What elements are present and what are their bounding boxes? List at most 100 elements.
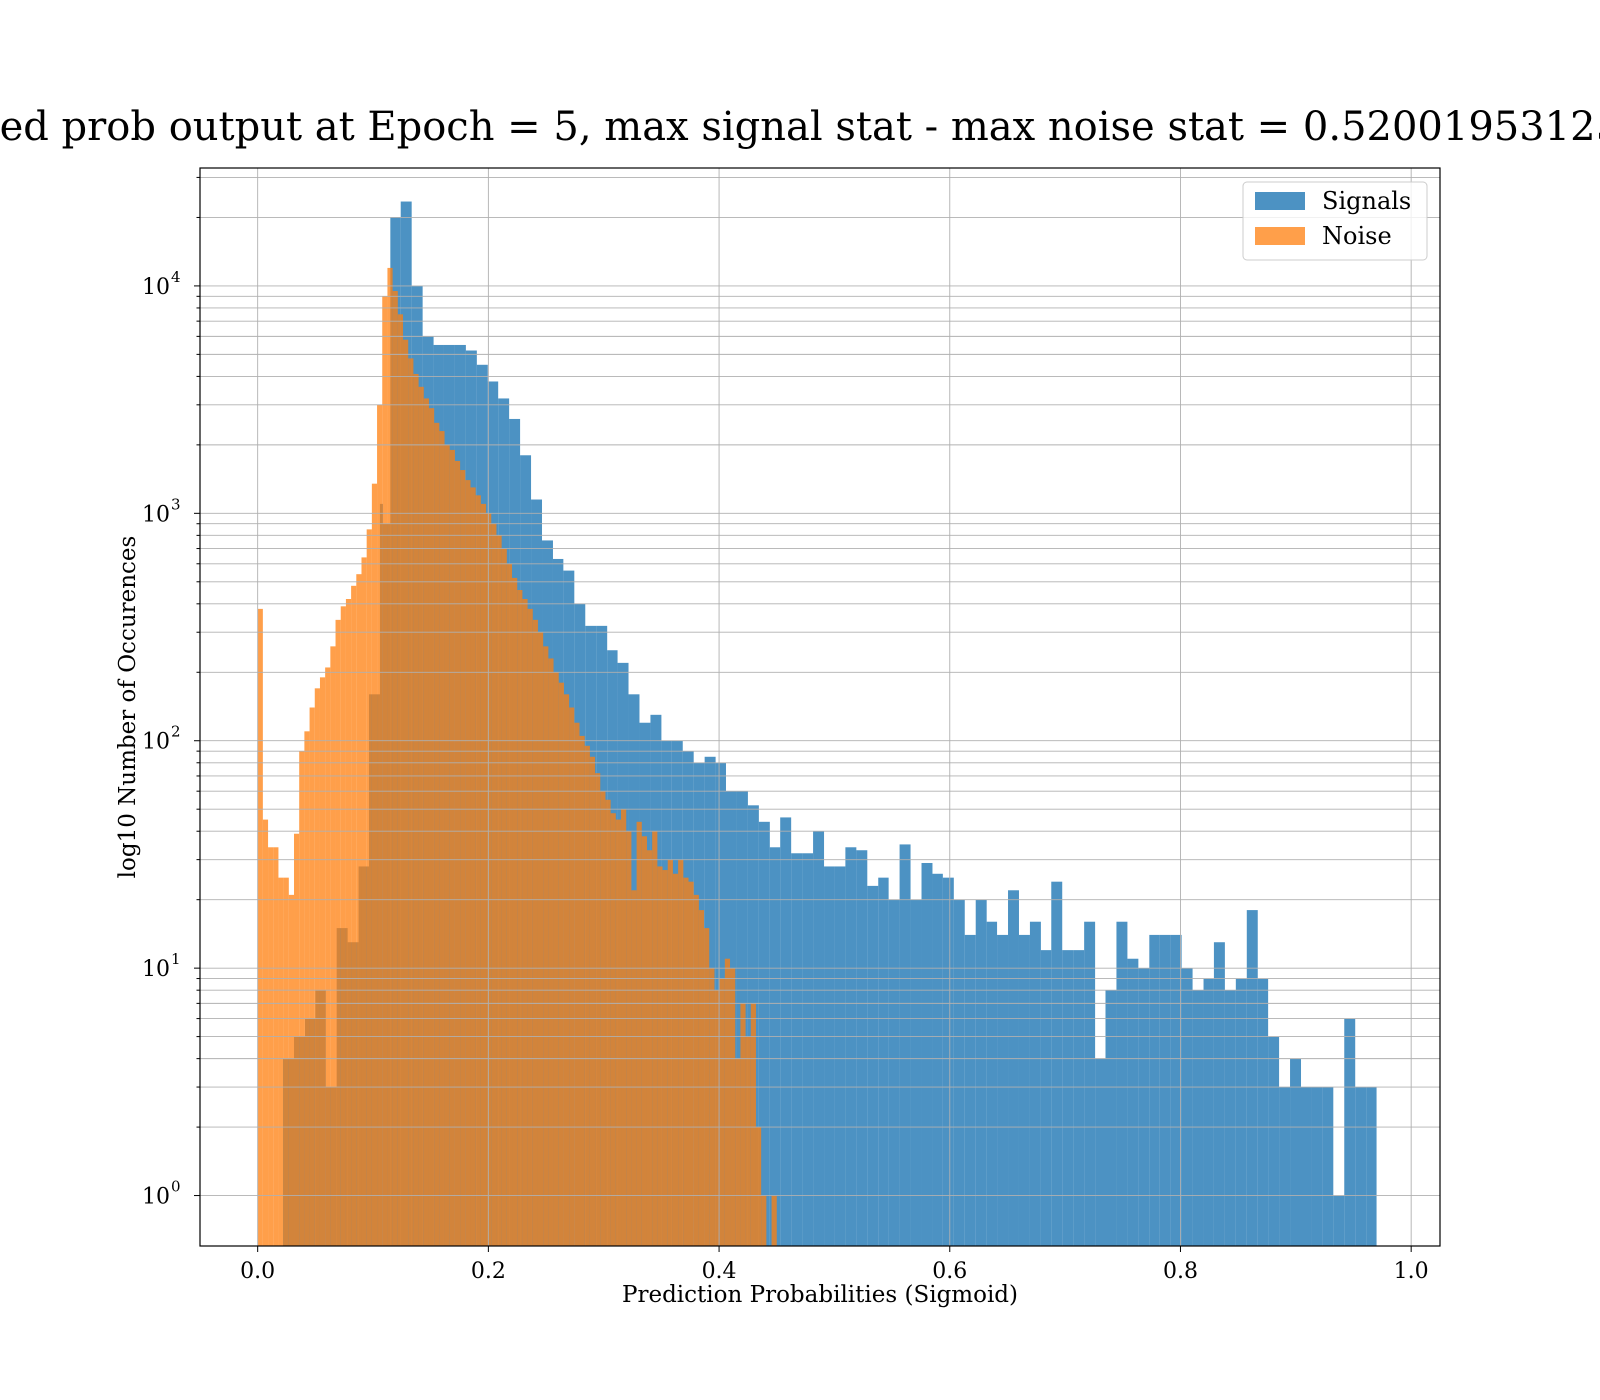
bar-noise bbox=[652, 831, 658, 1246]
bar-noise bbox=[418, 386, 424, 1246]
bar-signals bbox=[921, 862, 933, 1246]
bar-noise bbox=[745, 1036, 751, 1246]
bar-signals bbox=[1203, 978, 1214, 1246]
bar-noise bbox=[314, 688, 320, 1246]
bar-signals bbox=[986, 921, 998, 1246]
bar-noise bbox=[496, 535, 502, 1246]
bar-signals bbox=[1040, 950, 1052, 1246]
bar-noise bbox=[755, 1127, 762, 1246]
bar-noise bbox=[439, 431, 445, 1246]
bar-noise bbox=[283, 877, 289, 1246]
x-tick-label: 0.8 bbox=[1163, 1259, 1198, 1284]
bar-signals bbox=[888, 899, 900, 1246]
bar-noise bbox=[491, 523, 497, 1246]
bar-noise bbox=[693, 894, 699, 1246]
bar-noise bbox=[532, 619, 538, 1246]
y-tick-label-exponent: 0 bbox=[171, 1178, 181, 1196]
bar-noise bbox=[506, 563, 513, 1246]
bar-signals bbox=[1192, 990, 1204, 1246]
legend-label-noise: Noise bbox=[1322, 222, 1392, 250]
bar-noise bbox=[294, 833, 300, 1246]
bar-noise bbox=[444, 444, 450, 1246]
bar-noise bbox=[340, 606, 346, 1246]
bar-signals bbox=[1095, 1058, 1106, 1246]
bar-signals bbox=[910, 899, 922, 1246]
bar-noise bbox=[657, 866, 663, 1246]
y-tick-label: 10 bbox=[142, 730, 170, 755]
bar-signals bbox=[1246, 910, 1258, 1246]
bar-noise bbox=[397, 314, 404, 1247]
bar-noise bbox=[325, 667, 331, 1246]
y-tick-label-exponent: 2 bbox=[171, 723, 181, 741]
bar-noise bbox=[299, 751, 305, 1246]
bar-noise bbox=[563, 694, 570, 1246]
x-tick-label: 1.0 bbox=[1394, 1259, 1429, 1284]
bar-noise bbox=[377, 404, 383, 1246]
bar-noise bbox=[553, 672, 559, 1246]
bar-noise bbox=[371, 483, 378, 1246]
bar-signals bbox=[1224, 990, 1236, 1246]
bar-noise bbox=[724, 958, 731, 1246]
bar-signals bbox=[964, 934, 976, 1246]
bar-noise bbox=[319, 677, 326, 1246]
y-tick-label-exponent: 3 bbox=[171, 495, 181, 513]
y-axis-label: log10 Number of Occurences bbox=[115, 536, 141, 879]
bar-noise bbox=[574, 722, 580, 1246]
bar-signals bbox=[824, 866, 835, 1246]
bar-signals bbox=[1116, 921, 1128, 1246]
bar-signals bbox=[1279, 1087, 1291, 1246]
bar-noise bbox=[257, 608, 263, 1246]
x-axis-label: Prediction Probabilities (Sigmoid) bbox=[622, 1282, 1018, 1308]
bar-noise bbox=[460, 470, 466, 1246]
bar-noise bbox=[345, 599, 352, 1246]
bar-signals bbox=[769, 847, 781, 1246]
bar-signals bbox=[1213, 942, 1225, 1246]
bar-signals bbox=[932, 873, 943, 1246]
bar-noise bbox=[309, 707, 315, 1246]
legend: Signals Noise bbox=[1242, 181, 1428, 261]
bar-noise bbox=[387, 267, 393, 1246]
legend-label-signals: Signals bbox=[1322, 187, 1411, 215]
bar-noise bbox=[288, 894, 295, 1246]
bar-signals bbox=[1301, 1087, 1312, 1246]
bar-signals bbox=[758, 821, 770, 1246]
bar-noise bbox=[304, 731, 310, 1246]
bar-noise bbox=[434, 422, 440, 1247]
bar-noise bbox=[667, 859, 673, 1246]
histogram-bars bbox=[257, 201, 1377, 1247]
bar-signals bbox=[1257, 978, 1269, 1246]
y-tick-label: 10 bbox=[142, 275, 170, 300]
bar-noise bbox=[646, 850, 653, 1246]
bar-signals bbox=[1181, 968, 1193, 1246]
bar-noise bbox=[698, 910, 705, 1246]
bar-signals bbox=[1062, 950, 1074, 1246]
bar-signals bbox=[867, 885, 879, 1246]
bar-noise bbox=[548, 658, 554, 1246]
bar-noise bbox=[501, 548, 507, 1246]
bar-noise bbox=[683, 877, 689, 1246]
bar-noise bbox=[730, 968, 736, 1246]
bar-signals bbox=[1029, 921, 1041, 1246]
bar-noise bbox=[750, 1003, 756, 1246]
bar-noise bbox=[595, 773, 601, 1246]
bar-signals bbox=[791, 853, 803, 1246]
bar-noise bbox=[262, 819, 269, 1246]
bar-noise bbox=[392, 290, 398, 1247]
bar-signals bbox=[1366, 1087, 1377, 1246]
bar-signals bbox=[1344, 1018, 1356, 1246]
bar-noise bbox=[631, 890, 637, 1246]
bar-signals bbox=[1159, 934, 1171, 1246]
bar-noise bbox=[771, 1195, 777, 1246]
bar-noise bbox=[330, 646, 336, 1246]
legend-swatch-signals bbox=[1255, 192, 1305, 210]
bar-noise bbox=[621, 809, 627, 1246]
bar-noise bbox=[761, 1195, 767, 1246]
bar-signals bbox=[1333, 1195, 1345, 1246]
bar-noise bbox=[584, 745, 590, 1246]
bar-noise bbox=[361, 557, 367, 1246]
bar-signals bbox=[1018, 934, 1030, 1246]
bar-signals bbox=[813, 831, 825, 1246]
bar-noise bbox=[709, 968, 715, 1246]
